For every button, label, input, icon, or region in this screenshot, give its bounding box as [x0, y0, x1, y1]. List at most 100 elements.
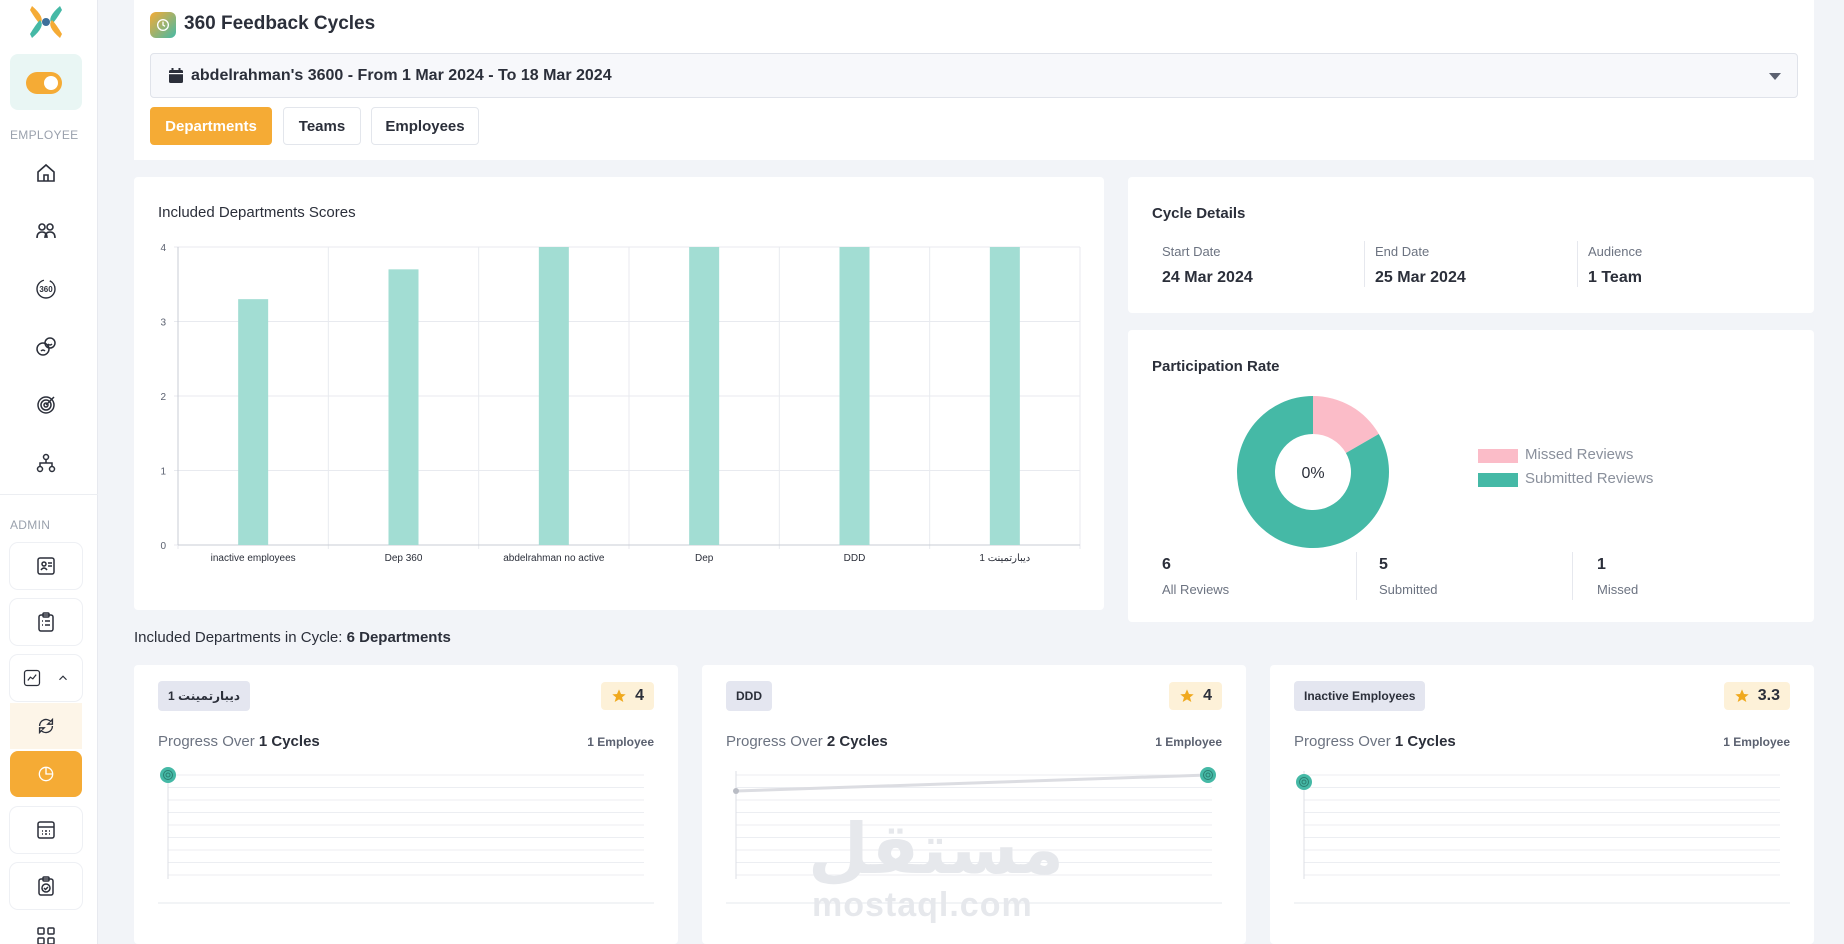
cycle-details-card: Cycle Details Start Date 24 Mar 2024 End… [1128, 177, 1814, 313]
sidebar-item-clipboard-list[interactable] [10, 599, 82, 645]
score-badge: 3.3 [1723, 682, 1790, 710]
progress-line-chart [158, 767, 654, 904]
scores-card: Included Departments Scores 0 1 2 3 4 inactiv… [134, 177, 1104, 610]
sidebar-section-employee: EMPLOYEE [10, 128, 79, 142]
department-card[interactable]: Inactive Employees 3.3 Progress Over 1 C… [1270, 665, 1814, 944]
home-icon [37, 163, 55, 182]
participation-card: Participation Rate 0% Missed Reviews Sub… [1128, 330, 1814, 622]
stat-submitted-value: 5 [1379, 556, 1388, 573]
progress-point-ring [1205, 772, 1211, 778]
sidebar-divider [0, 494, 98, 495]
sidebar-item-feedback[interactable] [10, 324, 82, 370]
department-name-tag: ديبارتمينت 1 [158, 681, 251, 711]
end-date-value: 25 Mar 2024 [1375, 269, 1466, 286]
sidebar-subitem-cycles[interactable] [10, 703, 82, 749]
donut-slice [1313, 396, 1379, 453]
progress-prefix: Progress Over [726, 733, 823, 750]
progress-line [735, 773, 1209, 793]
tab-departments[interactable]: Departments [150, 107, 272, 145]
start-date-label: Start Date [1162, 244, 1221, 259]
audience-value: 1 Team [1588, 269, 1642, 286]
tab-teams[interactable]: Teams [283, 107, 361, 145]
department-card[interactable]: DDD 4 Progress Over 2 Cycles 1 Employee [702, 665, 1246, 944]
sidebar-subitem-reports[interactable] [10, 751, 82, 797]
legend-missed-swatch [1478, 449, 1518, 463]
donut-slice [1237, 396, 1389, 548]
legend-submitted-label: Submitted Reviews [1525, 470, 1654, 487]
stats-divider [1572, 552, 1573, 600]
360-icon: 360 [36, 279, 56, 299]
tab-employees[interactable]: Employees [371, 107, 479, 145]
score-value: 4 [635, 687, 644, 704]
clipboard-check-icon [38, 876, 54, 896]
chevron-up-icon[interactable] [56, 671, 70, 685]
people-icon [36, 223, 56, 239]
target-icon [37, 396, 55, 414]
included-departments-heading: Included Departments in Cycle: 6 Departm… [134, 629, 451, 646]
bar [388, 269, 419, 545]
mode-toggle[interactable] [26, 72, 62, 94]
progress-prefix: Progress Over [1294, 733, 1391, 750]
sidebar-item-home[interactable] [10, 150, 82, 196]
chart-line-icon [23, 669, 41, 687]
legend-submitted-swatch [1478, 473, 1518, 487]
sidebar-item-calculator[interactable] [10, 807, 82, 853]
progress-point-ring [1301, 779, 1307, 785]
sidebar-item-profile-card[interactable] [10, 543, 82, 589]
grid-icon [37, 927, 55, 944]
sidebar-item-org[interactable] [10, 440, 82, 486]
included-departments-prefix: Included Departments in Cycle: [134, 629, 343, 646]
progress-point [733, 788, 739, 794]
cycle-details-title: Cycle Details [1152, 205, 1246, 222]
progress-cycles: 1 Cycles [258, 733, 320, 750]
x-tick-label: inactive employees [211, 553, 296, 564]
department-card[interactable]: ديبارتمينت 1 4 Progress Over 1 Cycles 1 … [134, 665, 678, 944]
employee-count: 1 Employee [1723, 735, 1790, 749]
y-tick-label: 3 [160, 318, 166, 329]
sidebar-item-goals[interactable] [10, 382, 82, 428]
y-tick-label: 1 [160, 467, 166, 478]
progress-cycles: 2 Cycles [826, 733, 888, 750]
sidebar-section-admin: ADMIN [10, 518, 51, 532]
cycle-select-value: abdelrahman's 3600 - From 1 Mar 2024 - T… [191, 67, 612, 84]
mode-toggle-wrapper [10, 54, 82, 110]
y-tick-label: 2 [160, 392, 166, 403]
bar [538, 247, 569, 545]
star-icon [1735, 689, 1749, 702]
progress-point-ring [1203, 770, 1213, 780]
profile-card-icon [37, 557, 55, 575]
sidebar-item-analytics[interactable] [10, 655, 82, 701]
x-tick-label: Dep 360 [385, 553, 423, 564]
y-tick-label: 4 [160, 243, 166, 254]
details-divider [1577, 241, 1578, 287]
progress-point-ring [163, 770, 173, 780]
app-logo[interactable] [26, 2, 66, 42]
employee-count: 1 Employee [1155, 735, 1222, 749]
progress-line-chart [726, 767, 1222, 904]
stats-divider [1356, 552, 1357, 600]
bar [238, 299, 269, 545]
svg-text:360: 360 [39, 285, 53, 294]
pie-chart-icon [38, 766, 54, 782]
score-value: 3.3 [1757, 687, 1780, 704]
watermark-latin: mostaql.com [812, 886, 1033, 924]
participation-donut-chart: 0% [1237, 396, 1389, 548]
stat-all-reviews-label: All Reviews [1162, 582, 1230, 597]
page-icon [150, 12, 176, 38]
stat-missed-label: Missed [1597, 582, 1639, 597]
chevron-down-icon[interactable] [1769, 73, 1781, 80]
details-divider [1364, 241, 1365, 287]
included-departments-count: 6 Departments [346, 629, 451, 646]
sidebar-item-clipboard-check[interactable] [10, 863, 82, 909]
x-tick-label: Dep [695, 553, 714, 564]
x-tick-label: DDD [844, 553, 866, 564]
sidebar-item-360[interactable]: 360 [10, 266, 82, 312]
sidebar-item-grid[interactable] [10, 920, 82, 944]
stat-all-reviews-value: 6 [1162, 556, 1171, 573]
bar [839, 247, 870, 545]
cycle-select[interactable]: abdelrahman's 3600 - From 1 Mar 2024 - T… [150, 53, 1798, 98]
progress-point-ring [1299, 777, 1309, 787]
calendar-icon [169, 68, 183, 83]
sidebar-item-people[interactable] [10, 208, 82, 254]
x-tick-label: abdelrahman no active [503, 553, 605, 564]
